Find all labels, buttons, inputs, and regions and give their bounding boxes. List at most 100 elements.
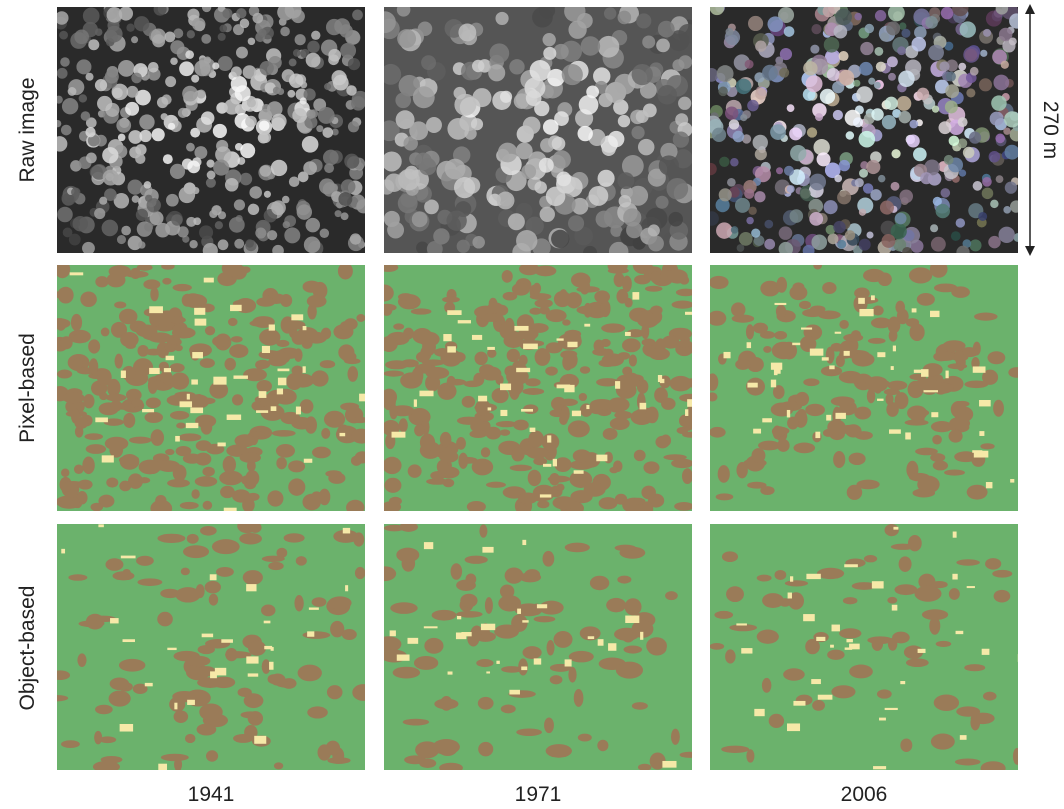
bright-class	[95, 417, 108, 422]
bright-class	[930, 311, 939, 317]
bare-class	[58, 287, 74, 304]
bright-class	[918, 649, 926, 653]
bright-class	[775, 303, 787, 305]
bare-class	[291, 365, 303, 375]
texture	[521, 164, 536, 179]
bright-class	[221, 639, 233, 643]
bare-class	[268, 562, 284, 570]
bare-class	[200, 358, 215, 368]
texture	[973, 181, 983, 191]
texture	[982, 177, 992, 187]
bare-class	[543, 551, 555, 567]
texture	[222, 8, 232, 18]
bare-class	[89, 358, 98, 374]
bare-class	[868, 338, 886, 344]
bare-class	[114, 302, 126, 309]
bare-class	[566, 292, 582, 308]
texture	[944, 155, 954, 165]
bare-class	[579, 278, 590, 295]
bright-class	[787, 723, 800, 731]
bare-class	[137, 578, 162, 586]
texture	[748, 16, 763, 31]
bright-class	[392, 432, 406, 438]
bare-class	[106, 273, 125, 288]
texture	[965, 49, 978, 62]
bare-class	[985, 558, 1001, 569]
texture	[248, 204, 259, 215]
texture	[754, 191, 765, 202]
bare-class	[528, 430, 543, 447]
bright-class	[224, 508, 237, 511]
bare-class	[501, 705, 516, 714]
bright-class	[186, 423, 199, 428]
texture	[213, 160, 229, 176]
bright-class	[110, 618, 119, 623]
bare-class	[390, 602, 417, 614]
texture	[854, 13, 862, 21]
bare-class	[180, 502, 199, 509]
texture	[945, 101, 958, 114]
bright-class	[891, 366, 894, 370]
texture	[907, 134, 920, 147]
texture	[817, 152, 831, 166]
bare-class	[344, 318, 358, 330]
bare-class	[528, 470, 542, 486]
texture	[421, 55, 436, 70]
bare-class	[812, 700, 825, 711]
bare-class	[206, 750, 218, 761]
bare-class	[833, 451, 845, 468]
texture	[855, 178, 864, 187]
image-panel	[710, 524, 1018, 770]
bare-class	[113, 571, 135, 580]
bare-class	[722, 551, 738, 562]
bare-class	[239, 533, 262, 545]
texture	[132, 195, 140, 203]
texture	[899, 111, 911, 123]
texture	[859, 62, 873, 76]
texture	[666, 178, 688, 200]
texture	[876, 62, 886, 72]
texture	[458, 24, 476, 42]
bright-class	[871, 295, 875, 300]
texture	[289, 74, 303, 88]
texture	[839, 160, 850, 171]
bare-class	[877, 689, 892, 698]
bare-class	[547, 640, 555, 656]
texture	[426, 117, 442, 133]
bare-class	[559, 399, 578, 406]
bare-class	[956, 559, 980, 565]
bare-class	[610, 417, 630, 430]
bare-class	[974, 313, 997, 321]
bright-class	[747, 383, 757, 388]
texture	[166, 194, 179, 207]
bright-class	[517, 609, 521, 614]
texture	[898, 71, 915, 88]
bright-class	[615, 381, 620, 389]
texture	[255, 228, 266, 239]
texture	[138, 241, 145, 248]
bare-class	[273, 350, 287, 363]
bare-class	[909, 267, 932, 283]
bright-class	[931, 412, 938, 417]
texture	[235, 85, 251, 101]
texture	[218, 239, 229, 250]
bare-class	[670, 376, 692, 392]
bright-class	[537, 604, 547, 608]
texture	[161, 113, 168, 120]
texture	[224, 99, 240, 115]
texture	[106, 26, 123, 43]
texture	[121, 226, 131, 236]
bare-class	[109, 691, 131, 707]
bare-class	[136, 556, 154, 566]
texture	[753, 135, 768, 150]
bare-class	[139, 460, 161, 475]
bare-class	[485, 597, 493, 614]
bright-class	[753, 429, 761, 434]
bare-class	[513, 420, 528, 431]
bare-class	[907, 406, 927, 421]
image-panel	[384, 7, 692, 253]
bare-class	[556, 484, 564, 491]
bare-class	[396, 548, 419, 563]
bare-class	[451, 563, 463, 580]
bare-class	[74, 464, 84, 474]
